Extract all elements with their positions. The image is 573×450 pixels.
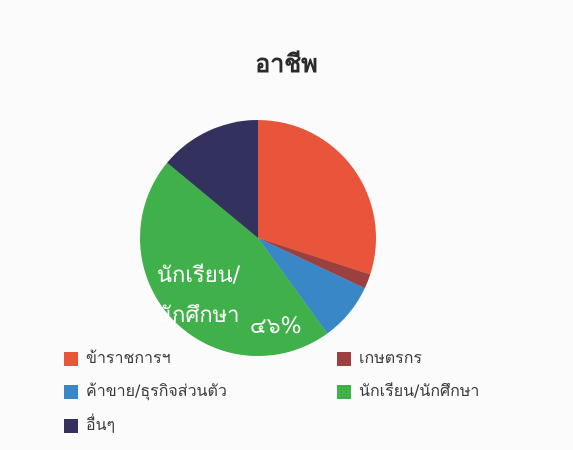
legend-swatch: [64, 351, 78, 366]
legend-swatch: [64, 384, 78, 399]
pie-slice-0: [258, 120, 376, 275]
legend-label: อื่นๆ: [86, 415, 116, 434]
legend-item: ค้าขาย/ธุรกิจส่วนตัว: [64, 379, 227, 404]
legend-item: ข้าราชการฯ: [64, 346, 171, 371]
legend-item: อื่นๆ: [64, 413, 115, 438]
data-label-line2: นักศึกษา: [157, 303, 240, 328]
legend-label: ค้าขาย/ธุรกิจส่วนตัว: [86, 381, 227, 400]
pie-slice-2: [258, 238, 365, 334]
data-label-value: ๔๖%: [250, 314, 302, 339]
pie-slice-1: [258, 238, 371, 289]
legend-label: เกษตรกร: [359, 348, 422, 367]
legend-item: นักเรียน/นักศึกษา: [337, 379, 479, 404]
legend-swatch: [337, 384, 351, 399]
pie-slice-3: [139, 162, 328, 357]
chart-title: อาชีพ: [255, 49, 318, 78]
legend-item: เกษตรกร: [337, 346, 422, 371]
data-label-line1: นักเรียน/: [157, 263, 241, 288]
pie-slice-4: [167, 120, 258, 238]
legend-label: ข้าราชการฯ: [86, 348, 171, 367]
legend-swatch: [337, 351, 351, 366]
legend-swatch: [64, 418, 78, 433]
legend-label: นักเรียน/นักศึกษา: [359, 381, 480, 400]
